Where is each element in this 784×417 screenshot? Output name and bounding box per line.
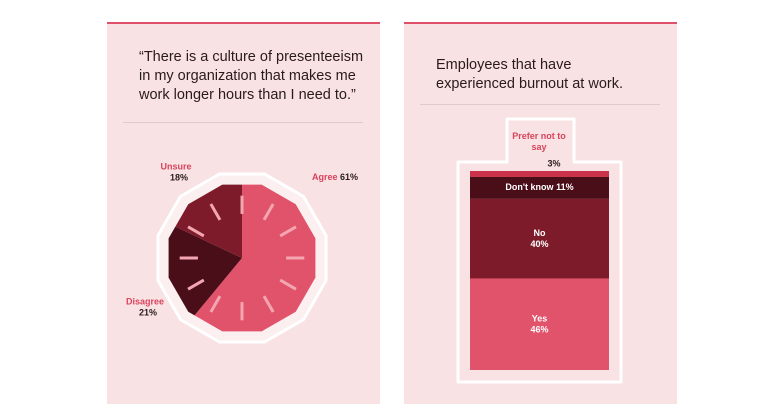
category-label: Prefer not to say	[512, 131, 566, 152]
clock-tick	[262, 203, 275, 221]
bar-segment	[470, 176, 609, 199]
divider	[123, 122, 363, 123]
value-label: 18%	[170, 172, 188, 182]
value-label: 21%	[139, 307, 157, 317]
value-label: 40%	[530, 239, 548, 249]
value-label: 3%	[547, 158, 560, 168]
bar-segment	[470, 198, 609, 279]
data-label: Don't know 11%	[505, 182, 573, 192]
chart-title: Employees that have experienced burnout …	[436, 57, 623, 92]
bar-segment	[470, 171, 609, 177]
clock-tick	[279, 225, 297, 238]
clock-tick	[209, 203, 222, 221]
clock-tick	[187, 278, 205, 291]
data-label: Agree 61%	[312, 172, 358, 182]
clock-tick	[279, 278, 297, 291]
category-label: Agree	[312, 172, 338, 182]
category-label: Disagree	[126, 296, 164, 306]
value-label: 46%	[530, 325, 548, 335]
category-label: Yes	[532, 314, 548, 324]
category-label: No	[534, 228, 546, 238]
divider	[420, 104, 660, 105]
chart-title: “There is a culture of presenteeism in m…	[139, 49, 364, 103]
category-label: Unsure	[160, 161, 191, 171]
bar-segment	[470, 278, 609, 370]
pie-slice	[168, 184, 242, 258]
clock-tick	[187, 225, 205, 238]
clock-tick	[209, 295, 222, 313]
category-label: Don't know	[505, 182, 554, 192]
pie-slice	[168, 215, 242, 332]
battery-outline	[456, 117, 623, 384]
value-label: 61%	[340, 172, 358, 182]
value-label: 11%	[556, 182, 574, 192]
clock-tick	[262, 295, 275, 313]
